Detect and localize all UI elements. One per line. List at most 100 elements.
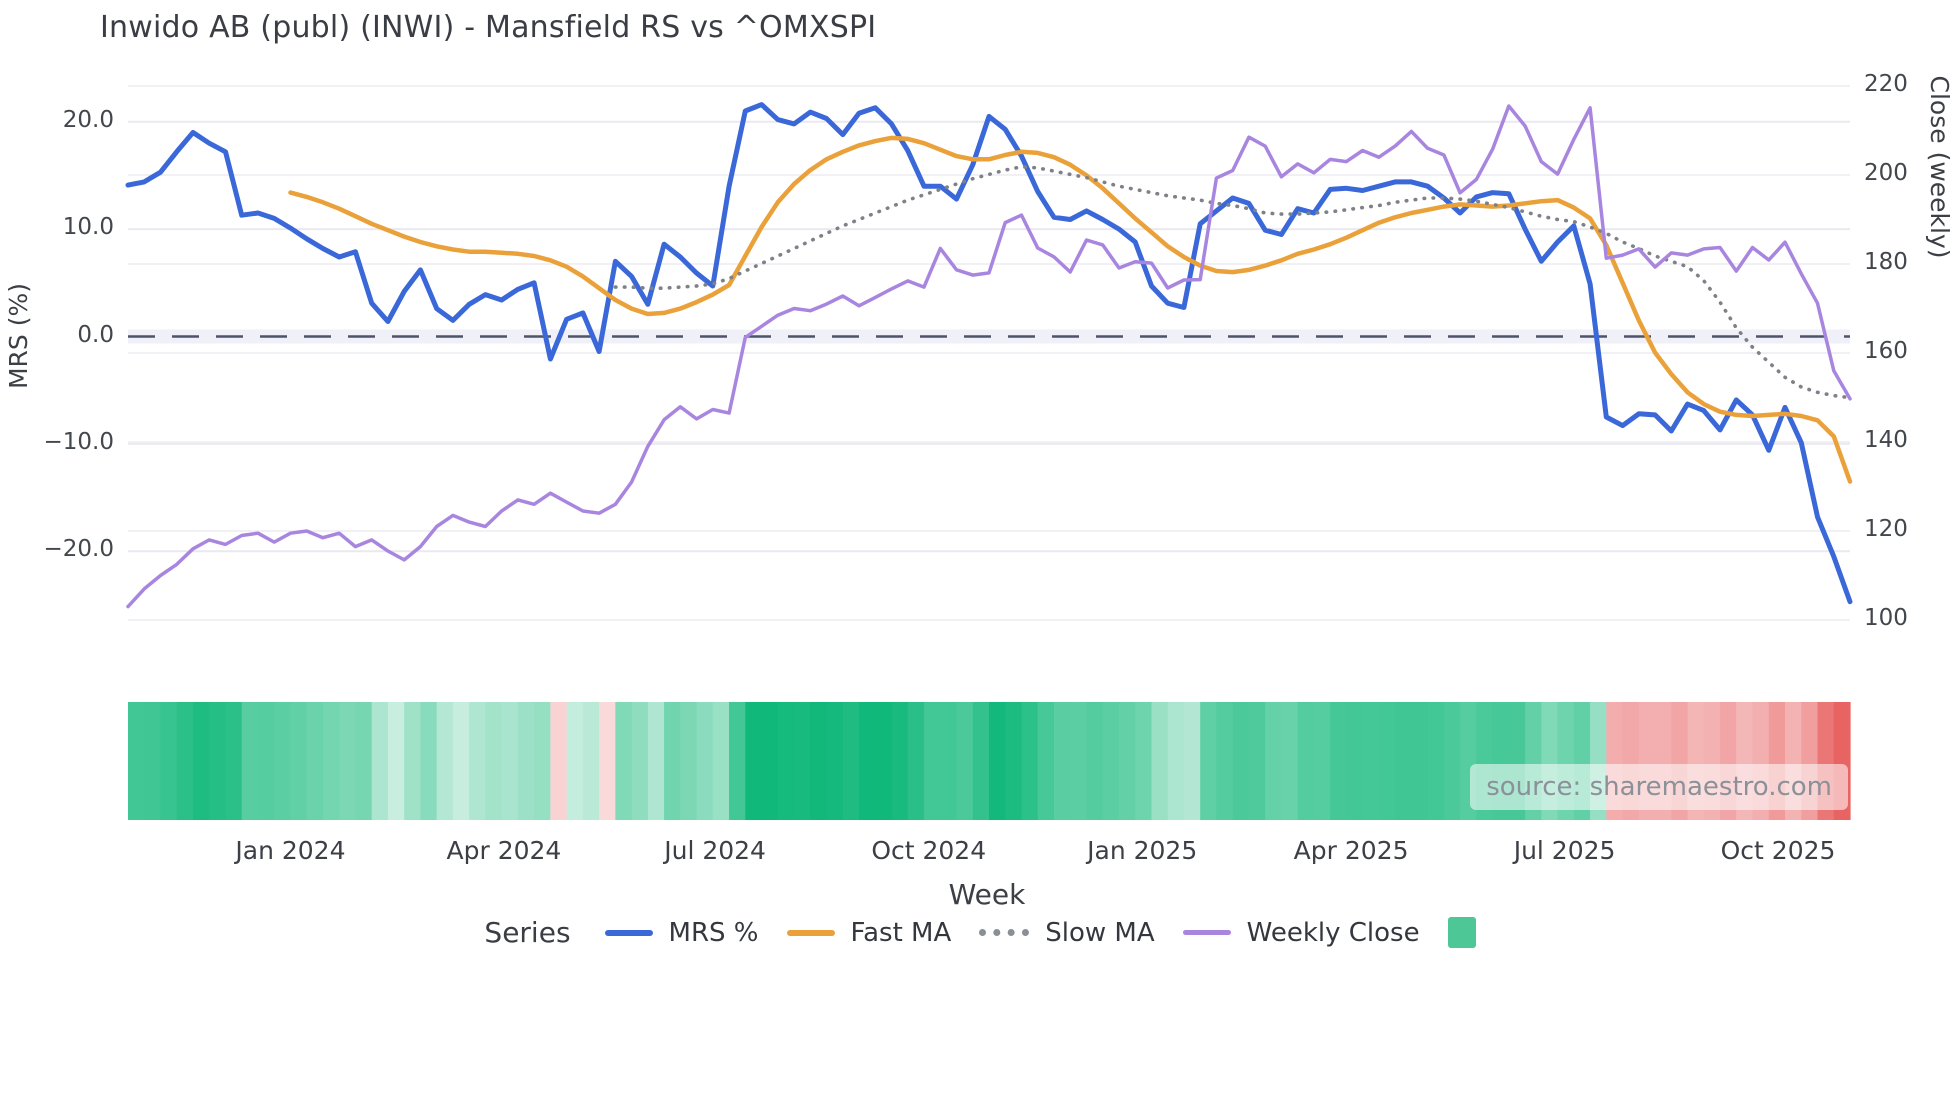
heatmap-cell	[924, 702, 941, 820]
series-line-mrs-	[125, 102, 1853, 605]
heatmap-cell	[712, 702, 730, 820]
legend-label-mrs: MRS %	[668, 917, 759, 948]
legend-item-heatmap[interactable]	[1447, 917, 1476, 948]
heatmap-cell	[680, 702, 698, 820]
heatmap-cell	[1427, 702, 1445, 820]
x-tick-label: Apr 2024	[446, 836, 562, 865]
heatmap-cell	[469, 702, 486, 820]
heatmap-cell	[1118, 702, 1136, 820]
heatmap-cell	[599, 702, 616, 820]
heatmap-cell	[1216, 702, 1234, 820]
fast-ma-line-swatch-icon	[786, 929, 835, 936]
y-right-tick-label: 160	[1864, 338, 1908, 364]
heatmap-cell	[1281, 702, 1299, 820]
series-line-slow-ma	[613, 165, 1852, 400]
heatmap-cell	[355, 702, 373, 820]
y-left-tick-label: −20.0	[43, 536, 114, 563]
y-right-tick-label: 200	[1864, 160, 1908, 186]
y-left-tick-label: −10.0	[43, 428, 114, 455]
heatmap-cell	[1053, 702, 1071, 820]
heatmap-cell	[940, 702, 958, 820]
legend-item-slow-ma[interactable]: Slow MA	[979, 917, 1155, 948]
heatmap-cell	[1411, 702, 1429, 820]
heatmap-cell	[664, 702, 681, 820]
heatmap-cell	[501, 702, 519, 820]
heatmap-cell	[1183, 702, 1201, 820]
heatmap-cell	[891, 702, 909, 820]
y-right-tick-label: 140	[1864, 427, 1908, 453]
heatmap-cell	[777, 702, 795, 820]
heatmap-cell	[1232, 702, 1250, 820]
heatmap-cell	[1330, 702, 1347, 820]
legend: Series MRS % Fast MA Slow MA Weekly Clos…	[0, 916, 1960, 949]
heatmap-cell	[517, 702, 535, 820]
heatmap-cell	[1265, 702, 1283, 820]
heatmap-cell	[1297, 702, 1315, 820]
heatmap-cell	[842, 702, 860, 820]
source-watermark: source: sharemaestro.com	[1470, 764, 1848, 810]
y-right-tick-label: 120	[1864, 516, 1908, 542]
heatmap-cell	[371, 702, 389, 820]
heatmap-cell	[582, 702, 600, 820]
series-line-fast-ma	[288, 135, 1853, 484]
heatmap-cell	[452, 702, 470, 820]
heatmap-cell	[1346, 702, 1364, 820]
y-right-tick-label: 100	[1864, 605, 1908, 631]
heatmap-cell	[1135, 702, 1153, 820]
heatmap-cell	[1021, 702, 1039, 820]
heatmap-cell	[1200, 702, 1218, 820]
heatmap-cell	[989, 702, 1006, 820]
y-left-tick-label: 10.0	[62, 214, 114, 241]
chart-title: Inwido AB (publ) (INWI) - Mansfield RS v…	[100, 10, 877, 45]
slow-ma-dotted-swatch-icon	[979, 929, 1030, 936]
y-right-axis-title: Close (weekly)	[1925, 75, 1954, 259]
heatmap-cell	[1086, 702, 1104, 820]
legend-item-weekly-close[interactable]: Weekly Close	[1182, 917, 1420, 948]
heatmap-cell	[1395, 702, 1412, 820]
x-tick-label: Jul 2024	[664, 836, 766, 865]
heatmap-cell	[1037, 702, 1055, 820]
y-left-tick-label: 20.0	[62, 106, 114, 133]
x-tick-label: Jan 2025	[1087, 836, 1198, 865]
heatmap-cell	[1005, 702, 1023, 820]
heatmap-cell	[387, 702, 405, 820]
heatmap-cell	[1167, 702, 1185, 820]
legend-label-weekly-close: Weekly Close	[1246, 917, 1420, 948]
legend-item-mrs[interactable]: MRS %	[604, 917, 759, 948]
legend-item-fast-ma[interactable]: Fast MA	[786, 917, 952, 948]
heatmap-cell	[257, 702, 275, 820]
heatmap-cell	[306, 702, 324, 820]
heatmap-cell	[810, 702, 828, 820]
heatmap-cell	[907, 702, 925, 820]
x-axis-title: Week	[948, 878, 1026, 911]
heatmap-cell	[534, 702, 551, 820]
heatmap-cell	[566, 702, 584, 820]
heatmap-cell	[404, 702, 422, 820]
weekly-close-line-swatch-icon	[1182, 930, 1231, 935]
heatmap-cell	[160, 702, 178, 820]
heatmap-cell	[859, 702, 876, 820]
heatmap-cell	[241, 702, 259, 820]
legend-label-slow-ma: Slow MA	[1045, 917, 1155, 948]
heatmap-cell	[274, 702, 292, 820]
heatmap-cell	[794, 702, 811, 820]
heatmap-cell	[875, 702, 893, 820]
x-tick-label: Jul 2025	[1513, 836, 1616, 865]
x-tick-label: Oct 2024	[871, 836, 987, 865]
legend-label-fast-ma: Fast MA	[850, 917, 952, 948]
y-left-tick-label: 0.0	[77, 321, 114, 348]
heatmap-cell	[485, 702, 503, 820]
heatmap-cell	[225, 702, 243, 820]
heatmap-cell	[761, 702, 779, 820]
heatmap-cell	[1248, 702, 1266, 820]
heatmap-cell	[1313, 702, 1331, 820]
heatmap-cell	[209, 702, 227, 820]
heatmap-cell	[615, 702, 633, 820]
heatmap-cell	[826, 702, 844, 820]
heatmap-cell	[1070, 702, 1088, 820]
heatmap-cell	[631, 702, 649, 820]
heatmap-cell	[176, 702, 194, 820]
heatmap-cell	[420, 702, 438, 820]
heatmap-cell	[745, 702, 763, 820]
heatmap-cell	[339, 702, 357, 820]
